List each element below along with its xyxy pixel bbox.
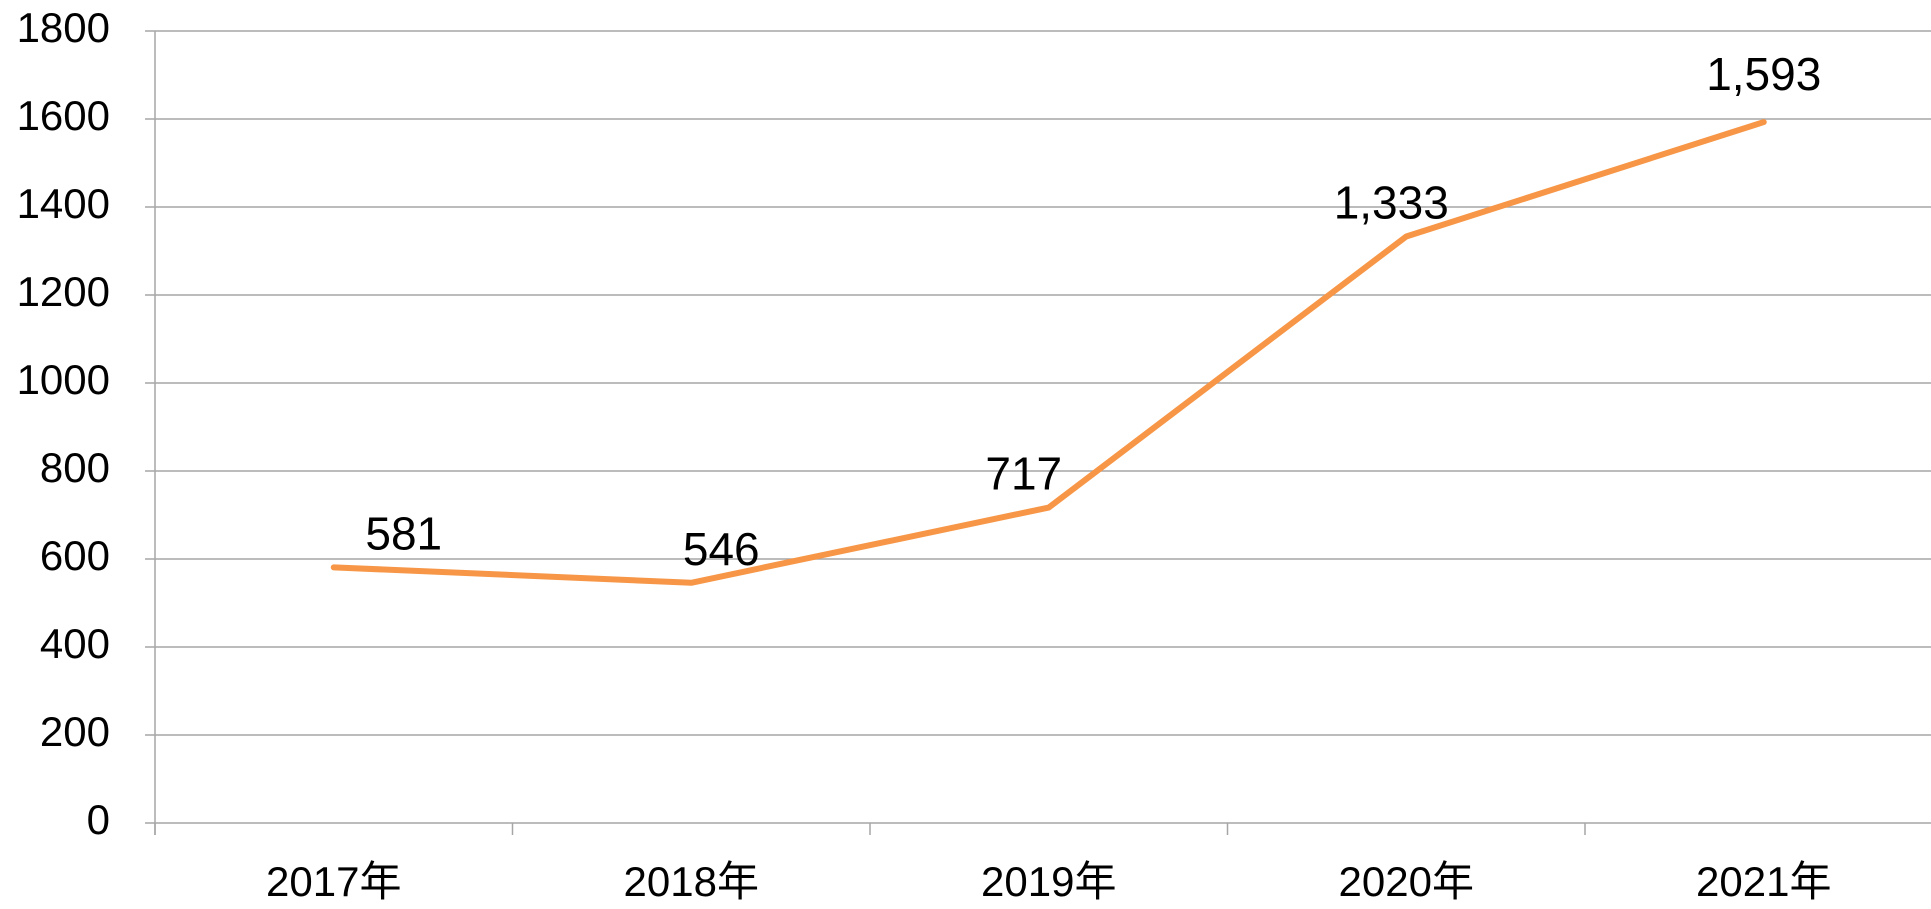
- chart: 0 200 400 600 800 1000 1200 1400 1600 1800 2017年 20…: [0, 0, 1931, 909]
- y-tick-label: 1600: [17, 92, 110, 139]
- value-label: 1,333: [1334, 177, 1449, 229]
- x-tick-label: 2021年: [1696, 858, 1831, 905]
- y-tick-label: 1000: [17, 356, 110, 403]
- y-tick-label: 200: [40, 708, 110, 755]
- y-tick-label: 600: [40, 532, 110, 579]
- page: 0 200 400 600 800 1000 1200 1400 1600 1800 2017年 20…: [0, 0, 1931, 909]
- value-label: 581: [365, 508, 442, 560]
- x-tick-label: 2020年: [1339, 858, 1474, 905]
- value-label: 546: [683, 523, 760, 575]
- value-label: 717: [985, 448, 1062, 500]
- value-label: 1,593: [1706, 48, 1821, 100]
- y-tick-label: 400: [40, 620, 110, 667]
- x-tick-label: 2019年: [981, 858, 1116, 905]
- y-tick-label: 1800: [17, 4, 110, 51]
- line: [334, 122, 1764, 583]
- x-tick-label: 2018年: [624, 858, 759, 905]
- x-tick-label: 2017年: [266, 858, 401, 905]
- y-tick-label: 1200: [17, 268, 110, 315]
- y-tick-label: 0: [87, 796, 110, 843]
- y-tick-label: 800: [40, 444, 110, 491]
- y-tick-label: 1400: [17, 180, 110, 227]
